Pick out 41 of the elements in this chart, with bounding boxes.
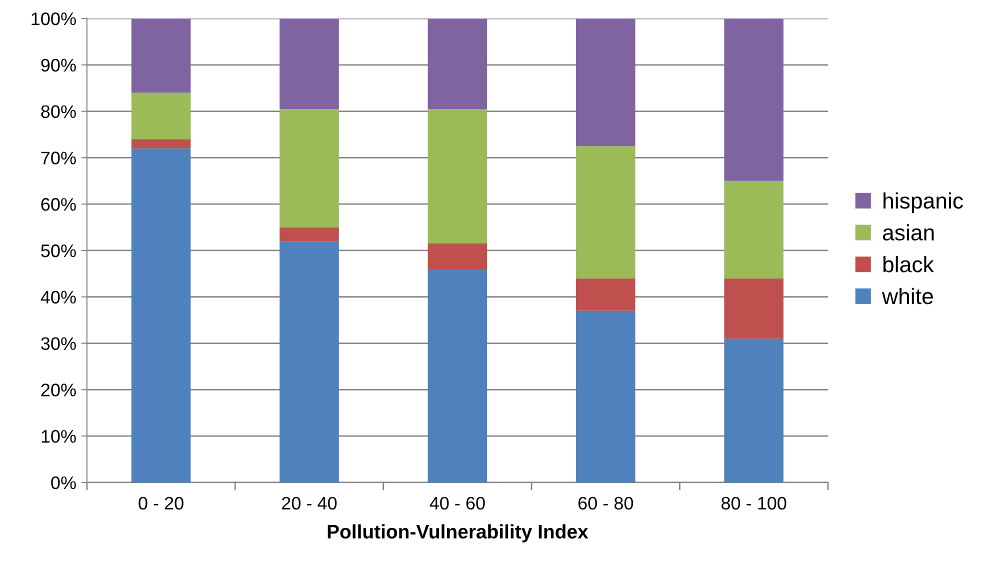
x-tick-label: 20 - 40 <box>282 496 337 510</box>
legend-label: asian <box>882 224 934 241</box>
y-tick-label: 90% <box>41 58 76 72</box>
x-axis-title: Pollution-Vulnerability Index <box>328 524 588 542</box>
bar <box>280 18 339 109</box>
bar <box>724 338 784 482</box>
bar <box>724 278 784 339</box>
bar <box>724 18 784 181</box>
bar <box>576 146 636 278</box>
x-tick-label: 40 - 60 <box>430 496 485 510</box>
y-tick-label: 100% <box>32 12 76 26</box>
bar <box>280 241 339 482</box>
y-tick-label: 50% <box>41 244 76 258</box>
bar <box>428 18 488 109</box>
y-tick-label: 70% <box>41 152 76 164</box>
bar <box>280 108 339 228</box>
bar <box>131 139 191 148</box>
x-tick-label: 80 - 100 <box>722 496 786 510</box>
y-tick-label: 40% <box>40 290 76 304</box>
x-tick-label: 0 - 20 <box>138 496 184 510</box>
y-tick-label: 20% <box>41 384 76 396</box>
legend-label: hispanic <box>884 192 963 214</box>
bar <box>428 269 488 482</box>
y-tick-label: 80% <box>41 105 76 118</box>
bar <box>576 18 636 146</box>
bar <box>428 244 488 270</box>
bar <box>280 227 339 242</box>
legend-label: white <box>882 288 933 304</box>
x-tick-label: 60 - 80 <box>578 496 634 510</box>
bar <box>428 108 488 244</box>
bar <box>131 148 191 482</box>
y-tick-label: 30% <box>41 337 76 350</box>
bar <box>131 18 191 93</box>
bar <box>131 92 191 140</box>
y-tick-label: 0% <box>51 476 76 490</box>
bar <box>576 278 636 311</box>
legend-label: black <box>883 256 934 272</box>
y-tick-label: 60% <box>41 198 76 211</box>
bar <box>724 180 784 278</box>
y-tick-label: 10% <box>42 430 76 443</box>
bar <box>576 310 636 482</box>
